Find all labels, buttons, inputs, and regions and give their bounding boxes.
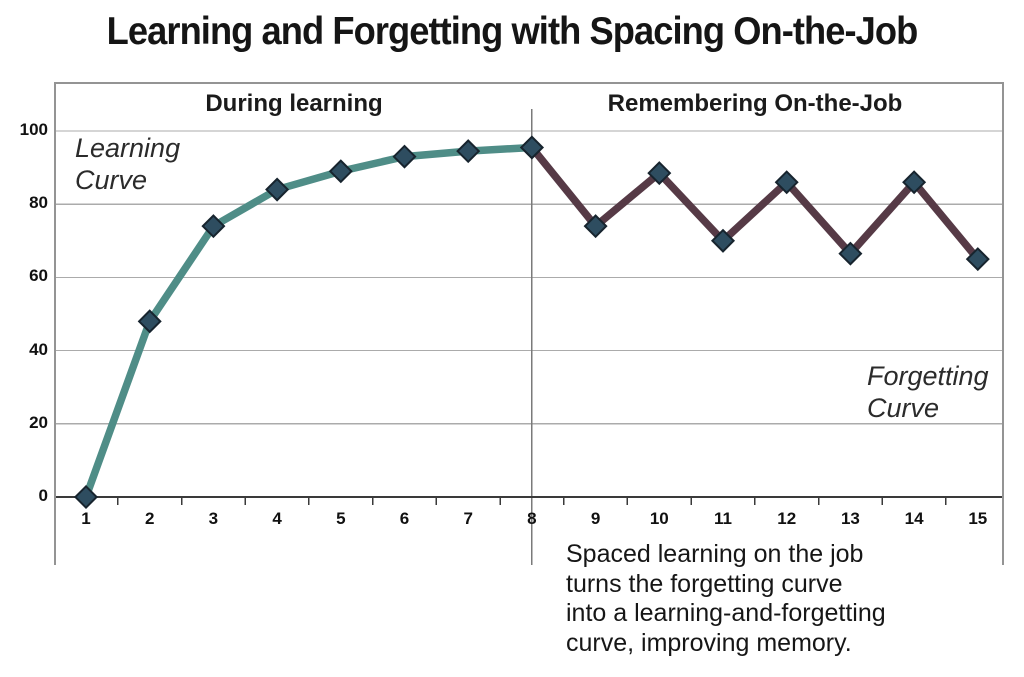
data-point-marker <box>902 170 927 195</box>
y-tick-label: 60 <box>29 266 48 286</box>
caption-line: into a learning-and-forgetting <box>566 599 886 627</box>
x-tick-label: 9 <box>591 509 600 528</box>
chart-area: 1 2 3 4 5 6 7 8 9 10 11 12 13 14 15 During learning Re… <box>54 82 1004 565</box>
caption-line: curve, improving memory. <box>566 628 852 657</box>
y-tick-label: 0 <box>38 486 48 505</box>
caption-line: Spaced learning on the job <box>566 540 864 568</box>
data-point-marker <box>710 228 736 253</box>
page-title: Learning and Forgetting with Spacing On-… <box>106 10 919 53</box>
learning-curve-annotation-line1: Learning <box>75 133 181 163</box>
data-point-marker <box>265 177 290 202</box>
forgetting-curve-annotation-line2: Curve <box>867 393 940 423</box>
x-tick-label: 1 <box>81 509 90 528</box>
x-tick-label: 15 <box>968 509 987 528</box>
x-tick-label: 8 <box>527 509 536 528</box>
data-point-marker <box>328 159 353 184</box>
data-point-marker <box>774 170 799 195</box>
forgetting-curve-annotation: Forgetting Curve <box>867 360 989 424</box>
data-point-marker <box>201 214 226 239</box>
section-label-during-learning: During learning <box>205 90 383 117</box>
data-point-marker <box>647 161 672 186</box>
data-point-marker <box>73 484 99 510</box>
series-line-forgetting-curve <box>528 145 981 262</box>
x-tick-label: 5 <box>336 509 345 528</box>
section-label-remembering: Remembering On-the-Job <box>607 90 903 117</box>
x-tick-label: 12 <box>777 509 796 528</box>
chart-svg: 1 2 3 4 5 6 7 8 9 10 11 12 13 14 15 <box>56 109 1002 565</box>
data-point-marker <box>838 241 863 266</box>
y-tick-label: 20 <box>29 412 48 432</box>
x-tick-label: 11 <box>714 509 732 528</box>
x-tick-label: 14 <box>905 509 924 528</box>
data-point-marker <box>456 139 481 164</box>
y-tick-label: 80 <box>29 193 48 213</box>
data-point-marker <box>519 135 544 160</box>
learning-curve-annotation: Learning Curve <box>75 132 180 196</box>
caption-line: turns the forgetting curve <box>566 569 843 598</box>
x-tick-label: 13 <box>841 509 860 528</box>
x-tick-label: 10 <box>650 509 669 528</box>
learning-curve-annotation-line2: Curve <box>75 165 148 195</box>
forgetting-curve-annotation-line1: Forgetting <box>867 361 989 391</box>
y-axis-labels: 0 20 40 60 80 100 <box>4 84 48 565</box>
data-point-marker <box>965 247 990 272</box>
data-point-marker <box>583 214 608 239</box>
y-tick-label: 40 <box>29 339 48 359</box>
caption-text: Spaced learning on the job turns the for… <box>566 540 886 658</box>
x-tick-label: 4 <box>272 509 282 528</box>
data-point-marker <box>392 144 417 169</box>
x-tick-label: 3 <box>209 509 218 528</box>
data-point-marker <box>137 309 162 334</box>
x-tick-label: 6 <box>400 509 409 528</box>
x-tick-label: 7 <box>463 509 472 528</box>
x-tick-label: 2 <box>145 509 154 528</box>
y-tick-label: 100 <box>19 120 48 139</box>
